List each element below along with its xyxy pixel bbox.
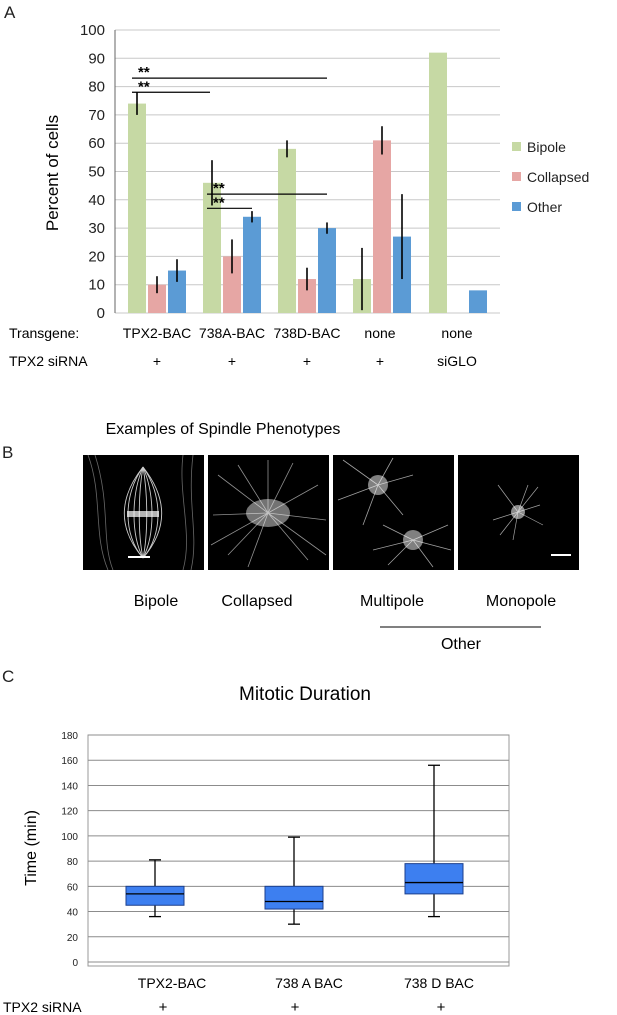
panel-label-c: C — [2, 667, 14, 686]
box-iqr-2 — [404, 863, 464, 895]
box-plot-y-tick-label: 180 — [61, 731, 78, 742]
phenotype-label: Bipole — [134, 593, 179, 610]
significance-label: ** — [213, 180, 225, 197]
box-plot-y-tick-label: 20 — [67, 933, 79, 944]
phenotype-label: Monopole — [486, 593, 556, 610]
bar-collapsed-1 — [223, 256, 241, 313]
legend-swatch-collapsed — [512, 172, 521, 181]
panel-label-a: A — [4, 3, 16, 22]
monopole-micrograph — [458, 455, 579, 570]
box-plot-category-label: 738 A BAC — [275, 975, 343, 991]
legend-swatch-bipole — [512, 142, 521, 151]
box-plot-frame — [87, 734, 510, 967]
bar-collapsed-0 — [148, 284, 166, 313]
bar-chart-y-axis-label: Percent of cells — [43, 115, 62, 231]
bar-chart-y-tick-label: 100 — [80, 22, 105, 39]
bar-bipole-4 — [429, 52, 447, 313]
box-plot-y-axis-label: Time (min) — [23, 810, 40, 886]
bar-chart-error-bars — [136, 92, 403, 311]
category-label: 738A-BAC — [199, 325, 265, 341]
transgene-row-label: Transgene: — [9, 325, 79, 341]
bar-chart-significance: ******** — [132, 64, 327, 211]
box-plot-category-labels: TPX2-BAC 738 A BAC 738 D BAC — [138, 975, 474, 991]
legend-label-collapsed: Collapsed — [527, 169, 589, 185]
category-label: TPX2-BAC — [123, 325, 191, 341]
bar-chart-y-tick-label: 40 — [88, 192, 105, 209]
bar-chart-y-tick-label: 90 — [88, 50, 105, 67]
bar-chart-sirna-labels: + + + + siGLO — [153, 353, 477, 369]
box-iqr-0 — [125, 885, 185, 906]
bar-other-0 — [168, 270, 186, 313]
bar-chart-y-ticks: 0 10 20 30 40 50 60 70 80 90 100 — [80, 22, 105, 322]
sirna-label: + — [376, 353, 384, 369]
phenotype-label: Collapsed — [221, 593, 292, 610]
box-plot-category-label: TPX2-BAC — [138, 975, 206, 991]
bar-collapsed-2 — [298, 279, 316, 313]
bar-chart-y-tick-label: 30 — [88, 220, 105, 237]
box-plot-y-tick-label: 120 — [61, 807, 78, 818]
sirna-label: + — [303, 353, 311, 369]
phenotypes-title: Examples of Spindle Phenotypes — [106, 421, 341, 438]
box-plot-sirna-label: + — [437, 999, 446, 1015]
box-plot-y-tick-label: 80 — [67, 857, 79, 868]
legend-label-other: Other — [527, 199, 562, 215]
sirna-row-label: TPX2 siRNA — [9, 353, 88, 369]
phenotype-labels: Bipole Collapsed Multipole Monopole — [134, 593, 556, 610]
box-plot-y-tick-label: 60 — [67, 882, 79, 893]
bar-chart-legend: Bipole Collapsed Other — [512, 139, 589, 215]
category-label: none — [364, 325, 395, 341]
category-label: none — [441, 325, 472, 341]
significance-label: ** — [138, 64, 150, 81]
box-plot-grid — [88, 734, 509, 963]
phenotype-label: Multipole — [360, 593, 424, 610]
sirna-label: siGLO — [437, 353, 477, 369]
sirna-label: + — [228, 353, 236, 369]
bar-bipole-1 — [203, 182, 221, 313]
box-plot-y-ticks: 0 20 40 60 80 100 120 140 160 180 — [61, 731, 78, 969]
box-plot-y-tick-label: 40 — [67, 908, 79, 919]
box-plot-sirna-labels: + + + — [159, 999, 446, 1015]
box-plot-category-label: 738 D BAC — [404, 975, 474, 991]
legend-label-bipole: Bipole — [527, 139, 566, 155]
bar-chart-y-tick-label: 60 — [88, 135, 105, 152]
multipole-micrograph — [333, 455, 454, 570]
box-plot-y-tick-label: 0 — [72, 958, 78, 969]
significance-label: ** — [138, 78, 150, 95]
collapsed-micrograph — [208, 455, 329, 570]
box-plot-boxes — [125, 764, 464, 925]
bar-other-1 — [243, 216, 261, 313]
bar-chart-y-tick-label: 0 — [97, 305, 105, 322]
bar-other-4 — [469, 290, 487, 313]
significance-label: ** — [213, 194, 225, 211]
mitotic-duration-box-plot: Mitotic Duration 0 20 40 60 80 100 120 140 160 18… — [3, 684, 510, 1015]
box-plot-y-tick-label: 100 — [61, 832, 78, 843]
bar-chart-bars — [128, 52, 487, 313]
box-iqr-1 — [264, 885, 324, 910]
box-plot-sirna-row-label: TPX2 siRNA — [3, 999, 82, 1015]
legend-swatch-other — [512, 202, 521, 211]
category-label: 738D-BAC — [274, 325, 341, 341]
box-plot-sirna-label: + — [291, 999, 300, 1015]
box-plot-sirna-label: + — [159, 999, 168, 1015]
box-plot-y-tick-label: 160 — [61, 756, 78, 767]
panel-label-b: B — [2, 443, 13, 462]
bar-chart-y-tick-label: 80 — [88, 79, 105, 96]
bar-chart-y-tick-label: 20 — [88, 248, 105, 265]
bar-chart-y-tick-label: 70 — [88, 107, 105, 124]
box-plot-title: Mitotic Duration — [239, 684, 371, 705]
bar-bipole-2 — [278, 148, 296, 313]
bar-chart-category-labels: TPX2-BAC 738A-BAC 738D-BAC none none — [123, 325, 473, 341]
bar-other-2 — [318, 228, 336, 313]
bipole-micrograph — [83, 455, 204, 570]
bar-chart-y-tick-label: 10 — [88, 277, 105, 294]
other-group-label: Other — [441, 636, 482, 653]
bar-chart-y-tick-label: 50 — [88, 164, 105, 181]
bar-collapsed-3 — [373, 140, 391, 313]
box-plot-y-tick-label: 140 — [61, 781, 78, 792]
bar-bipole-0 — [128, 103, 146, 313]
sirna-label: + — [153, 353, 161, 369]
